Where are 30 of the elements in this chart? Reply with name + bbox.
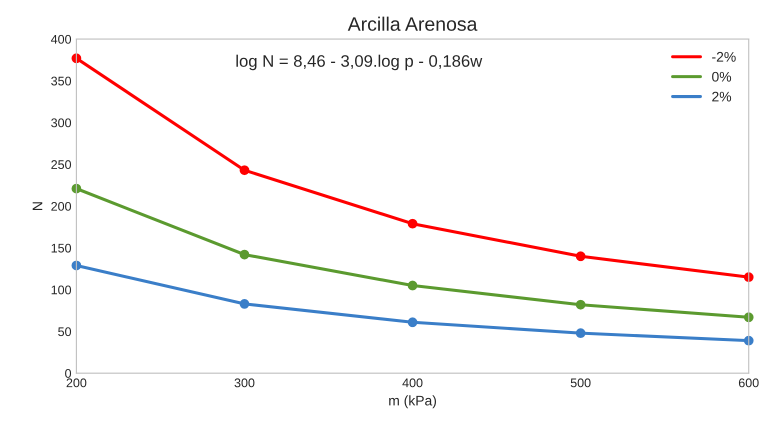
y-tick-label: 150 [52,244,72,253]
y-tick-label: 250 [51,160,72,170]
point [408,317,418,328]
annotation: log N = 8,46 - 3,09.log p - 0,186w [236,54,482,70]
point [576,328,586,338]
y-tick-label: 50 [58,327,72,336]
x-tick-label: 200 [66,378,86,388]
x-tick-label: 500 [570,378,591,388]
legend-label: 0% [712,72,732,82]
y-tick-label: 400 [50,34,72,44]
x-tick-label: 300 [234,378,254,388]
x-axis-title: m (kPa) [389,395,436,408]
y-tick-label: 100 [52,285,72,294]
point [408,280,418,290]
point [408,218,418,229]
y-tick-label: 300 [51,118,72,128]
legend-label: 2% [712,92,732,102]
point [240,299,250,309]
point [576,251,586,262]
y-tick-label: 0 [65,369,72,378]
point [240,165,250,176]
y-tick-label: 200 [51,202,72,211]
x-tick-label: 400 [402,378,422,388]
y-axis-title: N [32,202,42,210]
chart-title: Arcilla Arenosa [348,16,478,31]
point [240,250,250,260]
y-tick-label: 350 [51,76,72,86]
legend-label: -2% [712,52,736,62]
point [576,300,586,310]
x-tick-label: 600 [738,378,759,388]
